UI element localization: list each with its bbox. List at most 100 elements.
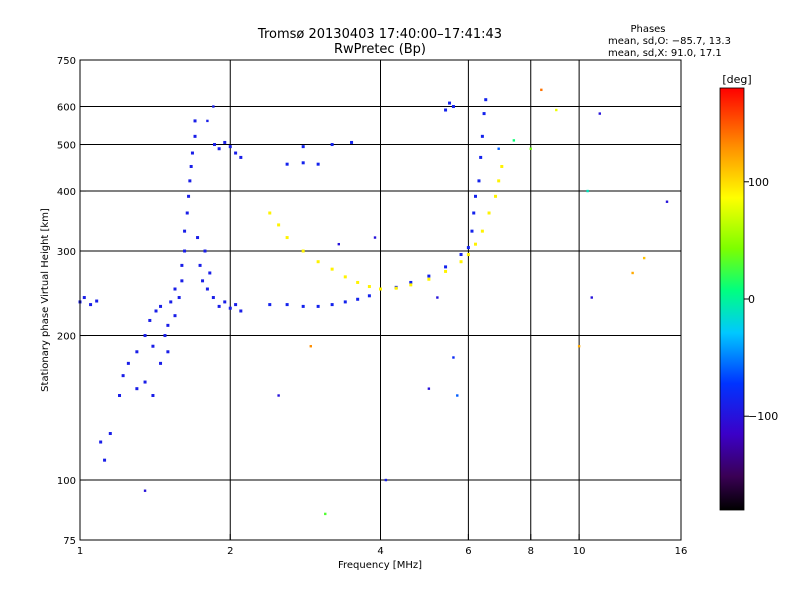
- data-points: [78, 88, 669, 516]
- data-point: [126, 361, 130, 365]
- noise-point: [586, 189, 589, 193]
- data-point: [189, 164, 193, 168]
- data-point: [121, 374, 125, 378]
- data-point: [208, 271, 212, 275]
- data-point: [190, 151, 194, 155]
- data-point: [330, 267, 334, 271]
- data-point: [301, 304, 305, 308]
- data-point: [444, 108, 448, 112]
- data-point: [159, 361, 163, 365]
- noise-point: [497, 147, 500, 150]
- data-point: [223, 300, 227, 304]
- data-point: [466, 253, 470, 257]
- data-point: [448, 101, 452, 105]
- data-point: [166, 323, 170, 327]
- data-point: [183, 249, 187, 253]
- data-point: [330, 143, 334, 147]
- phases-o-stats: mean, sd,O: −85.7, 13.3: [608, 36, 731, 47]
- data-point: [173, 314, 177, 318]
- data-point: [427, 274, 431, 278]
- noise-point: [309, 345, 312, 348]
- data-point: [316, 162, 320, 166]
- noise-point: [427, 387, 431, 390]
- x-tick-label: 10: [573, 546, 586, 557]
- data-point: [169, 300, 173, 304]
- data-point: [409, 283, 413, 287]
- data-point: [367, 294, 371, 298]
- noise-point: [212, 105, 215, 108]
- noise-point: [598, 112, 601, 115]
- data-point: [350, 140, 354, 144]
- data-point: [173, 287, 177, 291]
- data-point: [234, 303, 238, 307]
- noise-point: [143, 489, 147, 492]
- y-tick-label: 200: [57, 332, 76, 343]
- data-point: [103, 458, 107, 462]
- data-point: [135, 350, 139, 354]
- y-tick-label: 600: [57, 103, 76, 114]
- data-point: [177, 296, 181, 300]
- data-point: [409, 280, 413, 284]
- data-point: [135, 387, 139, 391]
- data-point: [459, 253, 463, 257]
- data-point: [187, 194, 191, 198]
- axis-ticks: 1 2 4 6 8 10 16 75 100 200 300 400 500 600 750: [57, 56, 687, 557]
- data-point: [205, 287, 209, 291]
- y-tick-label: 400: [57, 187, 76, 198]
- data-point: [223, 140, 227, 144]
- data-point: [285, 236, 289, 240]
- noise-point: [452, 356, 455, 359]
- noise-point: [456, 394, 459, 397]
- data-point: [444, 269, 448, 273]
- noise-point: [373, 236, 377, 239]
- data-point: [472, 211, 476, 215]
- data-point: [466, 246, 470, 250]
- data-point: [185, 211, 189, 215]
- data-point: [239, 309, 243, 313]
- data-point: [211, 296, 215, 300]
- colorbar-tick-label: 0: [748, 293, 755, 306]
- data-point: [143, 380, 147, 384]
- data-point: [500, 164, 504, 168]
- data-point: [301, 145, 305, 149]
- x-axis-label: Frequency [MHz]: [338, 560, 422, 571]
- data-point: [473, 242, 477, 246]
- data-point: [343, 300, 347, 304]
- noise-point: [540, 88, 543, 92]
- colorbar-tick-label: 100: [748, 176, 769, 189]
- data-point: [330, 303, 334, 307]
- data-point: [285, 303, 289, 307]
- data-point: [89, 303, 93, 307]
- noise-point: [384, 478, 388, 482]
- data-point: [497, 179, 501, 183]
- colorbar: [719, 87, 745, 511]
- y-tick-label: 300: [57, 247, 76, 258]
- data-point: [301, 161, 305, 165]
- y-tick-label: 500: [57, 141, 76, 152]
- data-point: [159, 304, 163, 308]
- data-point: [451, 105, 455, 109]
- data-point: [154, 309, 158, 313]
- data-point: [470, 229, 474, 233]
- data-point: [477, 179, 481, 183]
- colorbar-ticks: 100 0 −100: [744, 176, 778, 423]
- y-tick-label: 100: [57, 476, 76, 487]
- data-point: [379, 287, 382, 291]
- noise-point: [324, 512, 327, 516]
- data-point: [180, 263, 184, 267]
- data-point: [193, 119, 197, 123]
- noise-point: [577, 345, 581, 348]
- noise-point: [206, 119, 209, 123]
- data-point: [482, 112, 486, 116]
- data-point: [201, 279, 205, 283]
- data-point: [95, 299, 99, 303]
- data-point: [494, 194, 498, 198]
- chart-title: Tromsø 20130403 17:40:00–17:41:43: [257, 27, 502, 42]
- data-point: [108, 432, 112, 436]
- y-tick-label: 750: [57, 56, 76, 67]
- data-point: [473, 194, 477, 198]
- noise-point: [631, 271, 634, 275]
- noise-point: [512, 139, 516, 142]
- noise-point: [555, 108, 558, 112]
- data-point: [203, 249, 207, 253]
